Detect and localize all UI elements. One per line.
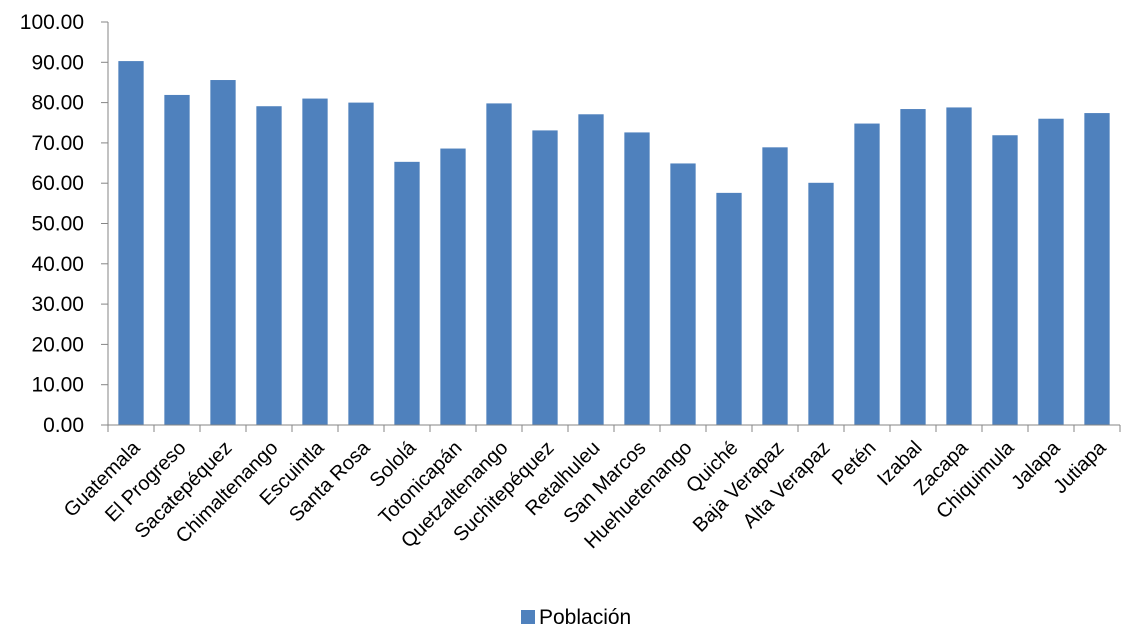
bar <box>486 103 512 425</box>
bar <box>302 98 328 425</box>
x-tick-label: Petén <box>828 437 881 490</box>
y-axis: 0.00 10.00 20.00 30.00 40.00 50.00 60.00 70.00 8… <box>20 11 109 437</box>
y-tick-label: 80.00 <box>31 92 84 115</box>
y-tick-label: 40.00 <box>31 253 84 276</box>
bar <box>992 135 1018 426</box>
bar <box>532 130 558 426</box>
y-tick-label: 10.00 <box>31 374 84 397</box>
legend-label: Población <box>539 606 631 629</box>
x-tick-label: Jutiapa <box>1049 436 1111 498</box>
bars <box>118 61 1110 426</box>
bar <box>210 80 236 426</box>
bar <box>762 147 788 425</box>
bar <box>946 107 972 425</box>
y-tick-label: 50.00 <box>31 213 84 236</box>
y-tick-label: 30.00 <box>31 293 84 316</box>
legend: Población <box>521 606 631 629</box>
bar <box>854 123 880 425</box>
y-tick-label: 90.00 <box>31 51 84 74</box>
bar <box>716 192 742 425</box>
bar <box>348 102 374 425</box>
y-tick-label: 20.00 <box>31 333 84 356</box>
bar <box>624 132 650 425</box>
bar <box>1038 118 1064 425</box>
legend-swatch <box>521 610 535 624</box>
y-tick-label: 100.00 <box>20 11 84 34</box>
bar <box>118 61 144 425</box>
bar <box>1084 113 1110 425</box>
y-tick-label: 70.00 <box>31 132 84 155</box>
bar <box>394 161 420 425</box>
bar <box>440 148 466 426</box>
bar <box>578 114 604 426</box>
bar <box>670 163 696 425</box>
bar <box>808 182 834 425</box>
bar <box>900 109 926 425</box>
y-tick-label: 60.00 <box>31 172 84 195</box>
bar <box>164 94 190 426</box>
y-tick-label: 0.00 <box>43 414 84 437</box>
bar <box>256 106 282 426</box>
